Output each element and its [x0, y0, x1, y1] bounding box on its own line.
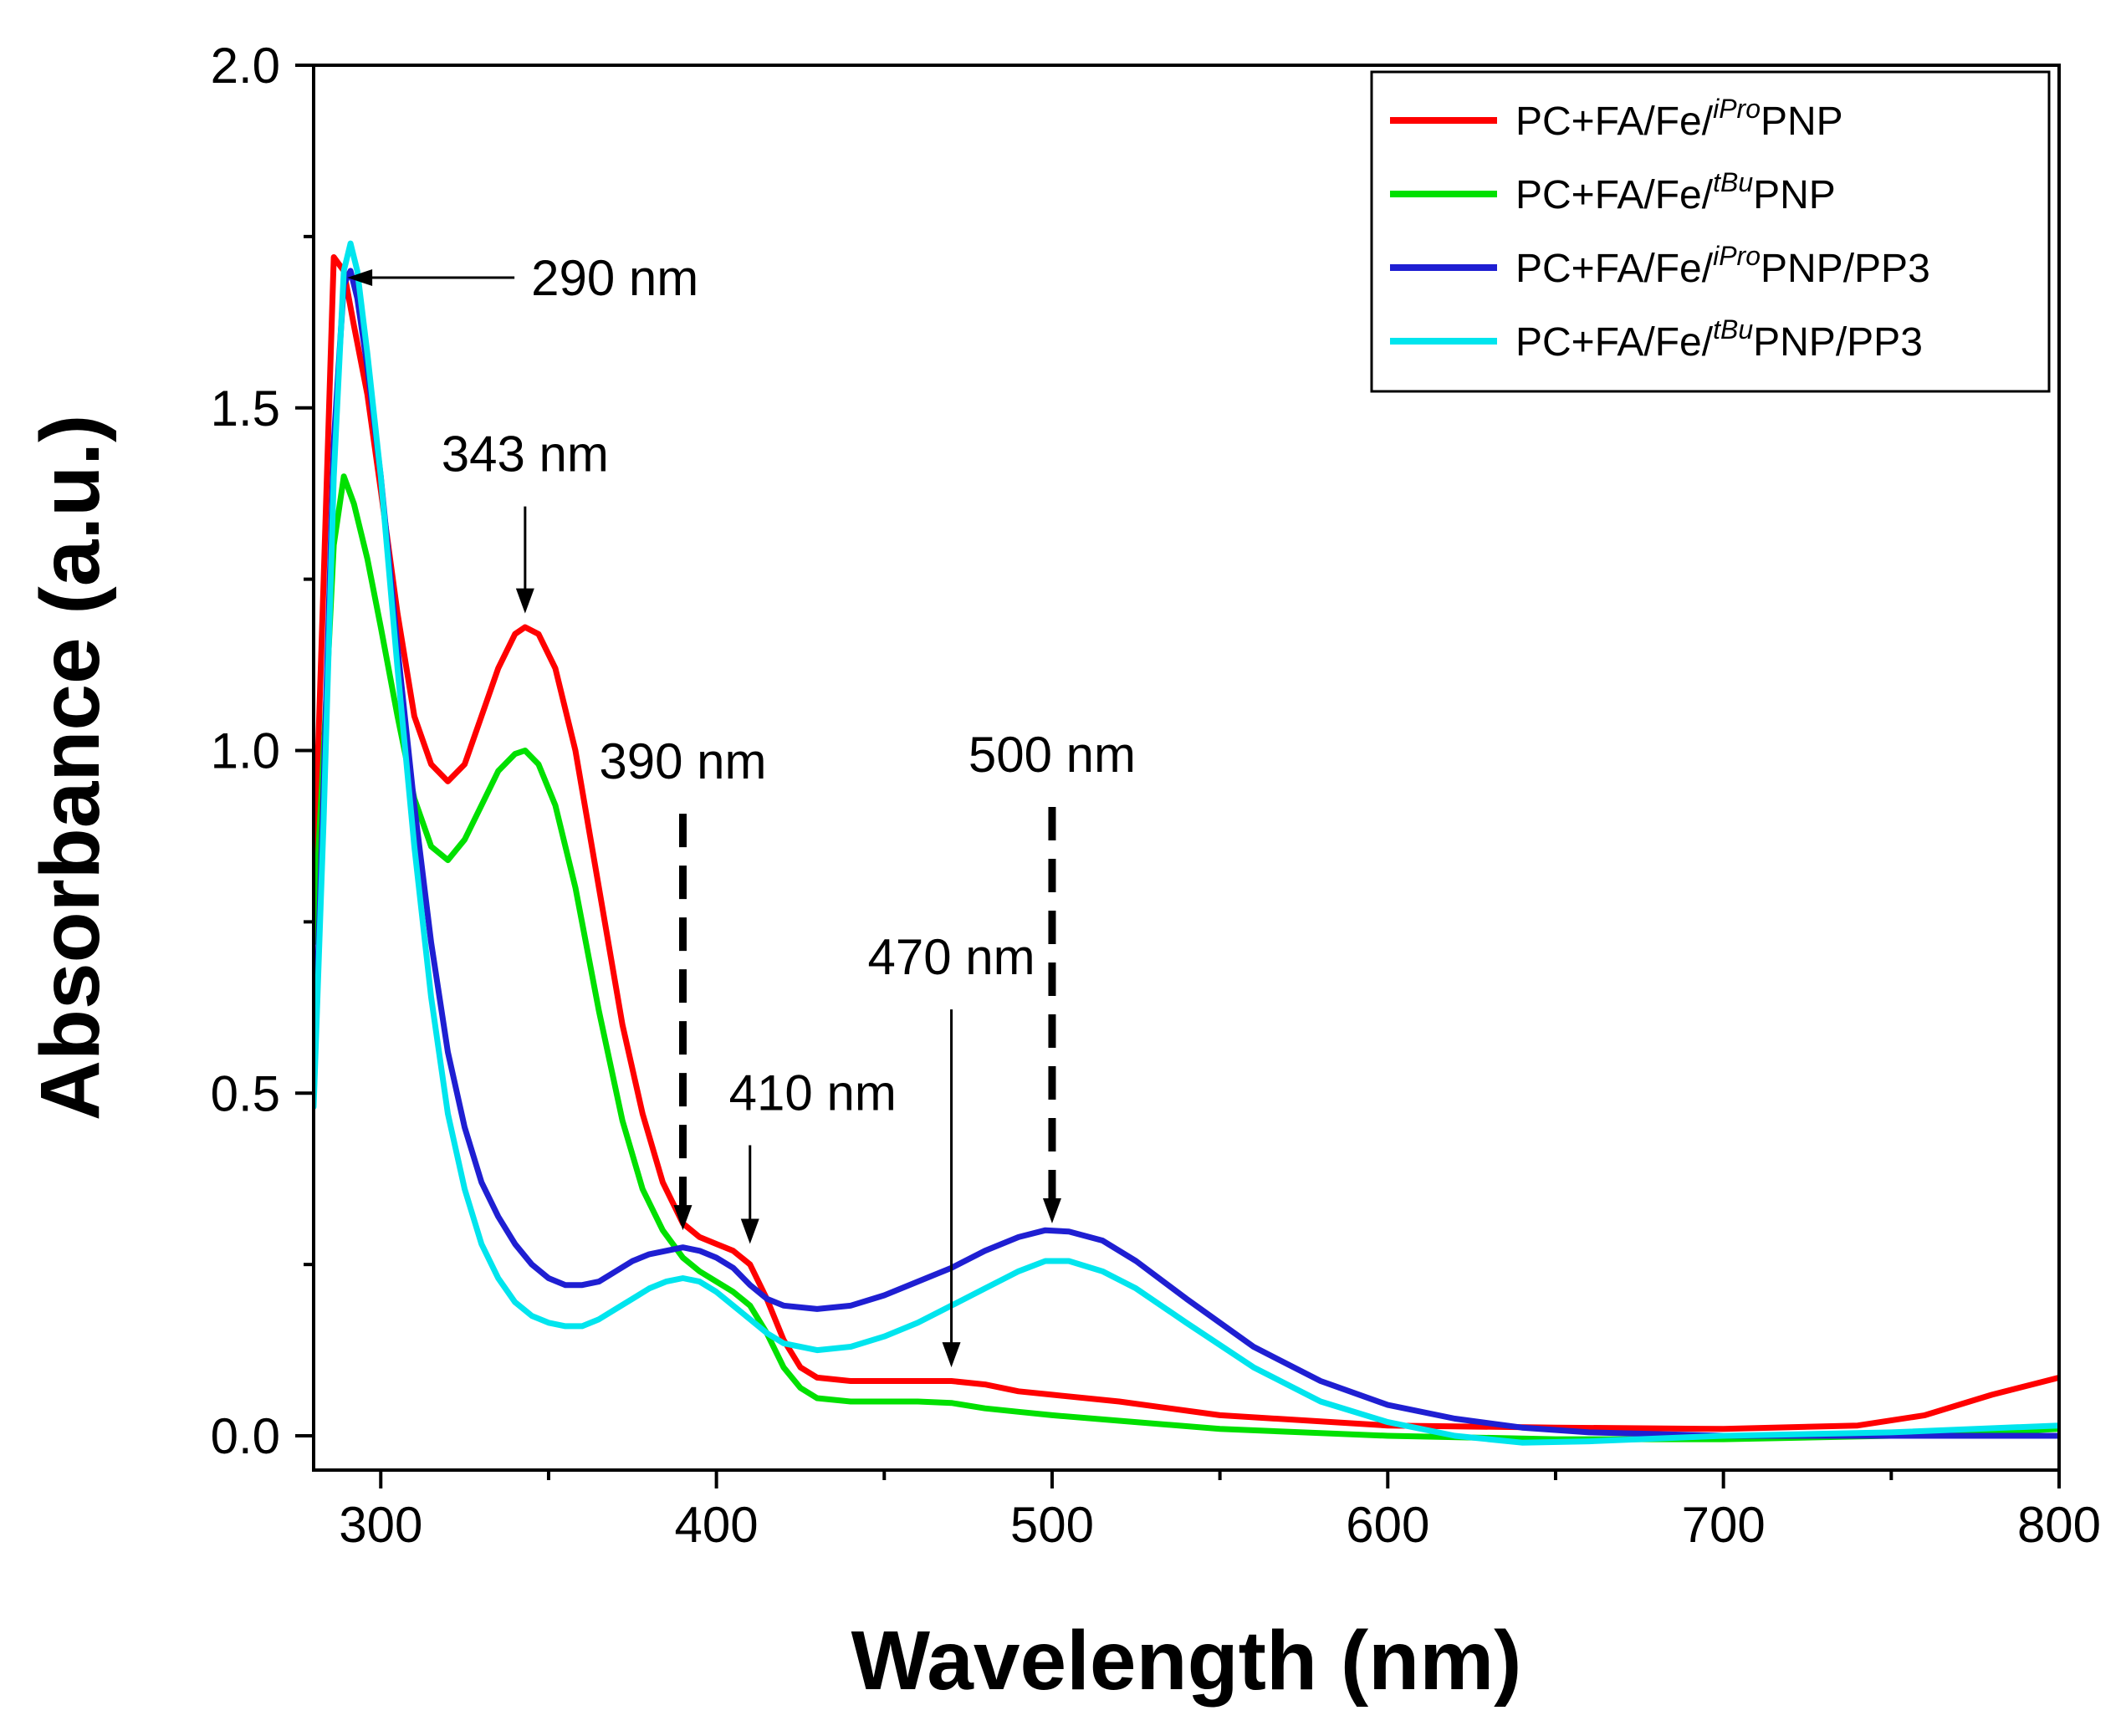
annotation-label: 390 nm: [599, 733, 766, 789]
series-line-3: [314, 268, 2059, 1439]
plot-area: 290 nm 343 nm 390 nm 410 nm 470 nm 500 nm: [314, 240, 2059, 1446]
x-tick-label: 800: [2017, 1497, 2101, 1553]
legend: PC+FA/Fe/iProPNP PC+FA/Fe/tBuPNP PC+FA/Fe/…: [1370, 70, 2051, 393]
annotation-arrowhead: [347, 269, 373, 287]
y-tick-label: 0.5: [211, 1065, 280, 1121]
annotation-arrowhead: [740, 1218, 759, 1244]
series-line-4: [314, 240, 2059, 1446]
legend-entry: PC+FA/Fe/iProPNP/PP3: [1390, 241, 1930, 291]
y-tick-label: 1.0: [211, 723, 280, 779]
annotation: 343 nm: [442, 426, 609, 614]
x-tick-label: 300: [339, 1497, 422, 1553]
annotation-label: 410 nm: [729, 1065, 897, 1121]
series-line-2: [314, 473, 2059, 1442]
y-axis-title: Absorbance (a.u.): [23, 415, 117, 1121]
annotation-arrowhead: [942, 1342, 961, 1368]
y-tick-label: 2.0: [211, 38, 280, 94]
x-tick-label: 600: [1346, 1497, 1429, 1553]
annotation-arrowhead: [515, 588, 534, 614]
legend-label: PC+FA/Fe/iProPNP: [1515, 94, 1843, 144]
y-axis-ticks: 0.0 0.5 1.0 1.5 2.0: [211, 38, 314, 1464]
legend-label: PC+FA/Fe/tBuPNP: [1515, 167, 1836, 217]
series-line-1: [314, 254, 2059, 1432]
x-tick-label: 500: [1010, 1497, 1094, 1553]
annotation: 500 nm: [968, 727, 1136, 1223]
y-tick-label: 1.5: [211, 380, 280, 437]
x-axis-title: Wavelength (nm): [851, 1614, 1522, 1708]
x-axis-ticks: 300 400 500 600 700 800: [339, 1470, 2101, 1553]
annotation: 290 nm: [347, 250, 698, 306]
x-tick-label: 400: [675, 1497, 759, 1553]
legend-label: PC+FA/Fe/tBuPNP/PP3: [1515, 314, 1923, 365]
legend-label: PC+FA/Fe/iProPNP/PP3: [1515, 241, 1930, 291]
annotation-label: 343 nm: [442, 426, 609, 483]
annotation-label: 500 nm: [968, 727, 1136, 783]
legend-entry: PC+FA/Fe/tBuPNP: [1390, 167, 1836, 217]
annotation-layer: 290 nm 343 nm 390 nm 410 nm 470 nm 500 nm: [347, 250, 1136, 1368]
annotation-label: 290 nm: [531, 250, 698, 306]
series-layer: [314, 240, 2059, 1446]
legend-entry: PC+FA/Fe/iProPNP: [1390, 94, 1843, 144]
annotation: 470 nm: [867, 929, 1035, 1368]
annotation-label: 470 nm: [867, 929, 1035, 985]
annotation-arrowhead: [673, 1205, 692, 1231]
legend-entry: PC+FA/Fe/tBuPNP/PP3: [1390, 314, 1923, 365]
annotation-arrowhead: [1042, 1197, 1061, 1223]
y-tick-label: 0.0: [211, 1408, 280, 1464]
axes-frame: [312, 64, 2061, 1472]
annotation: 390 nm: [599, 733, 767, 1231]
annotation: 410 nm: [729, 1065, 897, 1244]
x-tick-label: 700: [1682, 1497, 1766, 1553]
